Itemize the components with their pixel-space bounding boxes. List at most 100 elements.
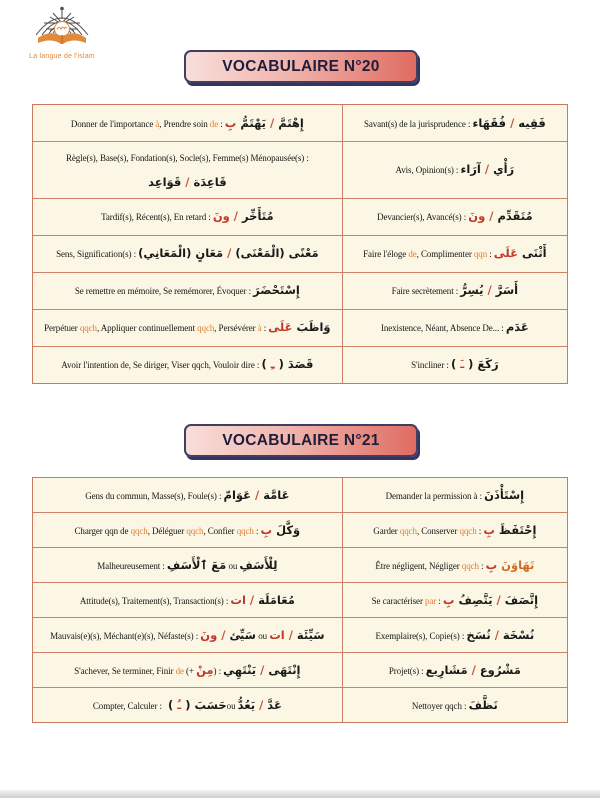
vocab-entry: Mauvais(e)(s), Méchant(e)(s), Néfaste(s)… [50, 627, 325, 642]
vocab-entry: Attitude(s), Traitement(s), Transaction(… [79, 592, 295, 607]
vocab-entry: Donner de l'importance à, Prendre soin d… [70, 115, 304, 130]
vocab-entry: S'incliner : رَكَعَ ( ـَ ) [411, 357, 499, 372]
arabic-run: عَدَم [505, 320, 529, 335]
table-row: Malheureusement : مَعَ ٱلْأَسَفِ ou لِلْ… [33, 548, 567, 583]
vocab-cell-right: Garder qqch, Conserver qqch : إِحْتَفَظَ… [342, 513, 567, 547]
vocab-entry: Gens du commun, Masse(s), Foule(s) : عَا… [85, 487, 290, 502]
vocab-cell-left: Tardif(s), Récent(s), En retard : مُتَأَ… [33, 198, 343, 235]
vocab-cell-left: Gens du commun, Masse(s), Foule(s) : عَا… [33, 478, 343, 512]
arabic-run: فَقِيه / فُقَهَاء [472, 115, 546, 130]
vocab-cell-right: Savant(s) de la jurisprudence : فَقِيه /… [342, 105, 567, 141]
vocab-entry: Faire l'éloge de, Complimenter qqn : أَث… [363, 246, 547, 261]
table-row: Charger qqn de qqch, Déléguer qqch, Conf… [33, 513, 567, 548]
vocab-cell-right: Devancier(s), Avancé(s) : مُتَقَدِّم / و… [342, 198, 567, 235]
vocab-cell-left: Compter, Calculer : حَسَبَ ( ـُ ) ou عَد… [33, 688, 343, 722]
vocab-entry: Tardif(s), Récent(s), En retard : مُتَأَ… [101, 209, 274, 224]
vocab-entry: Malheureusement : مَعَ ٱلْأَسَفِ ou لِلْ… [97, 557, 278, 572]
table-row: Se remettre en mémoire, Se remémorer, Év… [33, 272, 567, 310]
arabic-run: إِحْتَفَظَ بِ [483, 522, 537, 537]
vocab-entry: Se remettre en mémoire, Se remémorer, Év… [74, 283, 300, 298]
table-row: S'achever, Se terminer, Finir de (+ مِنْ… [33, 653, 567, 688]
table-row: Attitude(s), Traitement(s), Transaction(… [33, 583, 567, 618]
arabic-run: عَامَّة / عَوَامّ [223, 487, 290, 502]
vocab-cell-left: Règle(s), Base(s), Fondation(s), Socle(s… [33, 142, 343, 198]
arabic-run: أَثْنَى عَلَى [493, 246, 547, 261]
vocab-cell-right: Avis, Opinion(s) : رَأْي / آرَاء [342, 142, 567, 198]
vocab-entry: Compter, Calculer : حَسَبَ ( ـُ ) ou عَد… [92, 697, 282, 712]
vocab-entry: Devancier(s), Avancé(s) : مُتَقَدِّم / و… [377, 209, 533, 224]
vocab-entry: Garder qqch, Conserver qqch : إِحْتَفَظَ… [373, 522, 537, 537]
arabic-run: إِسْتَحْضَرَ [253, 283, 300, 298]
vocab-cell-left: Malheureusement : مَعَ ٱلْأَسَفِ ou لِلْ… [33, 548, 343, 582]
arabic-run: مُتَقَدِّم / ونَ [468, 209, 533, 224]
vocab-entry: Savant(s) de la jurisprudence : فَقِيه /… [363, 115, 546, 130]
vocab-entry: Avis, Opinion(s) : رَأْي / آرَاء [395, 162, 515, 177]
table-row: Règle(s), Base(s), Fondation(s), Socle(s… [33, 142, 567, 199]
arabic-run: وَكَّلَ بِ [260, 522, 301, 537]
vocab-cell-right: Exemplaire(s), Copie(s) : نُسْخَة / نُسَ… [342, 618, 567, 652]
vocab-cell-right: Faire l'éloge de, Complimenter qqn : أَث… [342, 235, 567, 272]
vocab-cell-right: Être négligent, Négliger qqch : تَهَاوَن… [342, 548, 567, 582]
vocab-cell-right: Nettoyer qqch : نَظَّفَ [342, 688, 567, 722]
vocab-cell-left: Avoir l'intention de, Se diriger, Viser … [33, 346, 343, 383]
table-row: Compter, Calculer : حَسَبَ ( ـُ ) ou عَد… [33, 688, 567, 722]
table-row: Mauvais(e)(s), Méchant(e)(s), Néfaste(s)… [33, 618, 567, 653]
arabic-run: أَسَرَّ / يُسِرُّ [460, 283, 519, 298]
arabic-run: قَصَدَ ( ـِ ) [261, 357, 314, 372]
table-row: Perpétuer qqch, Appliquer continuellemen… [33, 309, 567, 347]
arabic-run: رَكَعَ ( ـَ ) [450, 357, 499, 372]
arabic-run: وَاظَبَ عَلَى [268, 320, 331, 335]
vocab-cell-left: Mauvais(e)(s), Méchant(e)(s), Néfaste(s)… [33, 618, 343, 652]
vocab-entry: Charger qqn de qqch, Déléguer qqch, Conf… [74, 522, 301, 537]
vocab-cell-left: Attitude(s), Traitement(s), Transaction(… [33, 583, 343, 617]
arabic-run: مَعْنًى (الْمَعْنَى) / مَعَانٍ (الْمَعَا… [138, 246, 319, 261]
vocab-cell-left: S'achever, Se terminer, Finir de (+ مِنْ… [33, 653, 343, 687]
table-row: Gens du commun, Masse(s), Foule(s) : عَا… [33, 478, 567, 513]
vocab-cell-right: Faire secrètement : أَسَرَّ / يُسِرُّ [342, 272, 567, 309]
vocab-entry: Exemplaire(s), Copie(s) : نُسْخَة / نُسَ… [375, 627, 535, 642]
arabic-run: نَظَّفَ [468, 697, 498, 712]
vocab20-banner: VOCABULAIRE N°20 [184, 50, 418, 83]
vocab-entry: Inexistence, Néant, Absence De... : عَدَ… [380, 320, 529, 335]
vocab21-banner: VOCABULAIRE N°21 [184, 424, 418, 457]
vocab20-table: Donner de l'importance à, Prendre soin d… [32, 104, 568, 384]
mosque-book-logo-icon [35, 6, 89, 44]
vocab-cell-right: Se caractériser par : إِتَّصَفَ / يَتَّص… [342, 583, 567, 617]
vocab-cell-left: Sens, Signification(s) : مَعْنًى (الْمَع… [33, 235, 343, 272]
vocab-entry: Sens, Signification(s) : مَعْنًى (الْمَع… [56, 246, 319, 261]
vocab-cell-left: Donner de l'importance à, Prendre soin d… [33, 105, 343, 141]
table-row: Sens, Signification(s) : مَعْنًى (الْمَع… [33, 235, 567, 273]
vocab-cell-right: Inexistence, Néant, Absence De... : عَدَ… [342, 309, 567, 346]
vocab-cell-right: Demander la permission à : إِسْتَأْذَنَ [342, 478, 567, 512]
page-bottom-edge [0, 790, 600, 798]
arabic-run: قَاعِدَة / قَوَاعِد [148, 174, 227, 189]
arabic-run: رَأْي / آرَاء [460, 162, 515, 177]
arabic-run: إِهْتَمَّ / يَهْتَمُّ بِ [224, 115, 304, 130]
vocab-entry: Perpétuer qqch, Appliquer continuellemen… [44, 320, 331, 335]
arabic-run: إِنْتَهَى / يَنْتَهِي [223, 662, 301, 677]
vocab-entry: Projet(s) : مَشْرُوع / مَشَارِيع [388, 662, 521, 677]
arabic-run: حَسَبَ ( ـُ ) [164, 697, 227, 712]
arabic-run: إِسْتَأْذَنَ [484, 487, 525, 502]
vocab-cell-right: Projet(s) : مَشْرُوع / مَشَارِيع [342, 653, 567, 687]
table-row: Avoir l'intention de, Se diriger, Viser … [33, 346, 567, 383]
arabic-run: سَيِّئ / ونَ [200, 627, 256, 642]
vocab-entry: Se caractériser par : إِتَّصَفَ / يَتَّص… [371, 592, 539, 607]
arabic-run: لِلْأَسَفِ [239, 557, 278, 572]
vocab-cell-left: Perpétuer qqch, Appliquer continuellemen… [33, 309, 343, 346]
arabic-run: مُعَامَلَة / ات [230, 592, 295, 607]
vocab20-banner-label: VOCABULAIRE N°20 [222, 57, 380, 75]
arabic-run: تَهَاوَنَ بِ [485, 557, 535, 572]
table-row: Donner de l'importance à, Prendre soin d… [33, 105, 567, 142]
logo: La langue de l'islam [12, 5, 112, 60]
vocab-cell-right: S'incliner : رَكَعَ ( ـَ ) [342, 346, 567, 383]
arabic-run: مَشْرُوع / مَشَارِيع [425, 662, 521, 677]
table-row: Tardif(s), Récent(s), En retard : مُتَأَ… [33, 198, 567, 236]
arabic-run: مِنْ [196, 662, 214, 677]
arabic-run: إِتَّصَفَ / يَتَّصِفُ بِ [442, 592, 539, 607]
vocab-cell-left: Charger qqn de qqch, Déléguer qqch, Conf… [33, 513, 343, 547]
arabic-run: سَيِّئَة / ات [269, 627, 325, 642]
vocab-entry: Faire secrètement : أَسَرَّ / يُسِرُّ [391, 283, 519, 298]
vocab-entry: Nettoyer qqch : نَظَّفَ [411, 697, 498, 712]
